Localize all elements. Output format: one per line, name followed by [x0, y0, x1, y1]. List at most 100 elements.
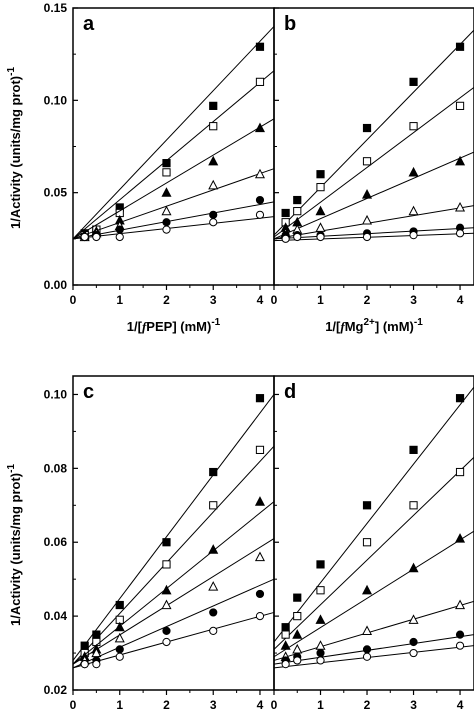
data-point-filled-circle [316, 648, 325, 658]
data-point-filled-square [455, 394, 465, 403]
data-point-open-square [281, 630, 290, 639]
data-point-filled-square [293, 195, 302, 205]
data-point-open-square [209, 501, 218, 510]
panel-b-frame [273, 7, 474, 286]
data-point-filled-triangle [361, 584, 373, 595]
data-point-open-circle [362, 232, 372, 242]
data-point-filled-square [409, 445, 418, 454]
fit-line [72, 501, 275, 665]
data-point-filled-circle [255, 195, 265, 205]
data-point-open-circle [293, 232, 302, 242]
data-point-filled-circle [115, 645, 124, 654]
data-point-filled-circle [409, 637, 418, 647]
x-tick-label: 4 [457, 698, 464, 712]
series-a-filled-circle [72, 195, 275, 242]
data-point-open-square [455, 101, 465, 110]
y-tick-label: 0.00 [44, 278, 68, 292]
y-axis-title-bottom-row: 1/Activity (units/mg prot)-1 [6, 464, 23, 626]
data-point-filled-triangle [280, 640, 291, 650]
data-point-open-triangle [114, 632, 125, 643]
data-point-filled-triangle [455, 155, 466, 166]
x-tick-label: 3 [210, 293, 217, 307]
data-point-filled-square [362, 501, 372, 510]
data-point-open-triangle [455, 201, 466, 212]
y-axis-title-top-text: 1/Activity (units/mg prot) [8, 76, 23, 229]
data-point-open-circle [281, 234, 290, 243]
data-point-filled-square [115, 600, 124, 610]
data-point-open-triangle [161, 205, 172, 216]
y-axis-title-bottom-text: 1/Activity (units/mg prot) [8, 473, 23, 626]
fit-line [72, 201, 275, 240]
x-axis-title-b: 1/[fMg2+] (mM)-1 [325, 317, 423, 334]
y-tick-label: 0.04 [44, 609, 68, 623]
data-point-filled-triangle [254, 122, 266, 133]
series-c-filled-triangle [72, 496, 275, 665]
series-d-filled-triangle [273, 530, 474, 658]
fit-line [273, 634, 474, 665]
data-point-open-square [293, 612, 302, 621]
fit-line [72, 538, 275, 665]
data-point-filled-square [409, 77, 418, 86]
data-point-open-square [316, 586, 325, 595]
data-point-filled-circle [455, 630, 465, 639]
x-axis-title-part: -1 [211, 317, 220, 328]
data-point-open-circle [293, 656, 302, 665]
data-point-filled-square [92, 630, 101, 639]
data-point-filled-circle [115, 225, 124, 234]
fit-line [72, 70, 275, 240]
series-d-filled-square [273, 386, 474, 643]
series-c-open-circle [72, 611, 275, 669]
fit-line [72, 394, 275, 661]
data-point-open-circle [115, 232, 124, 242]
data-point-open-circle [209, 218, 218, 227]
fit-line [273, 530, 474, 658]
x-tick-label: 0 [271, 293, 278, 307]
x-axis-title-part: f [142, 319, 148, 334]
series-b-filled-square [273, 29, 474, 236]
data-point-filled-square [455, 42, 465, 51]
fit-line [72, 445, 275, 665]
data-point-filled-square [162, 538, 171, 547]
data-point-open-circle [255, 612, 265, 621]
data-point-filled-square [209, 101, 218, 110]
x-tick-label: 1 [116, 293, 123, 307]
x-tick-label: 1 [116, 698, 123, 712]
data-point-open-square [362, 157, 372, 166]
data-point-open-square [255, 77, 265, 86]
fit-line [273, 227, 474, 240]
panel-d-frame [273, 375, 474, 691]
panel-b-letter: b [284, 13, 296, 35]
data-point-open-square [209, 122, 218, 131]
fit-line [273, 87, 474, 238]
data-point-filled-triangle [161, 187, 172, 197]
data-point-filled-square [362, 123, 372, 133]
x-tick-label: 2 [163, 293, 170, 307]
fit-line [72, 26, 275, 240]
series-c-filled-square [72, 394, 275, 661]
data-point-filled-circle [162, 218, 171, 227]
x-axis-title-part: -1 [414, 317, 423, 328]
data-point-filled-triangle [292, 629, 303, 639]
data-point-open-circle [209, 626, 218, 635]
data-point-filled-square [316, 560, 325, 569]
data-point-filled-square [209, 467, 218, 477]
x-tick-label: 2 [163, 698, 170, 712]
y-tick-label: 0.06 [44, 535, 68, 549]
data-point-open-circle [92, 660, 101, 669]
svg-text:1/Activity (units/mg prot)-1: 1/Activity (units/mg prot)-1 [6, 464, 23, 626]
x-tick-label: 0 [271, 698, 278, 712]
fit-line [72, 216, 275, 240]
x-tick-label: 0 [70, 293, 77, 307]
series-c-filled-circle [72, 578, 275, 669]
fit-line [273, 600, 474, 661]
panel-d: d012341/[fMg2+] (mM)-1 [271, 375, 474, 712]
panel-c-letter: c [83, 381, 94, 403]
x-tick-label: 0 [70, 698, 77, 712]
x-tick-label: 4 [257, 293, 264, 307]
data-point-open-square [293, 207, 302, 216]
data-point-filled-square [316, 170, 325, 179]
fit-line [273, 151, 474, 240]
x-axis-title-part: ] (mM) [375, 319, 414, 334]
series-d-open-square [273, 456, 474, 650]
